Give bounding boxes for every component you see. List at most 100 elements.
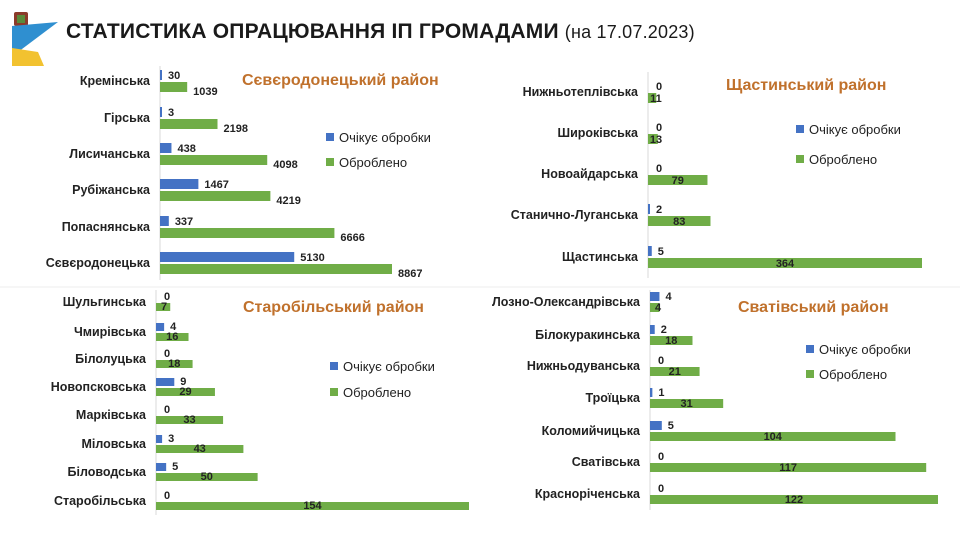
category-label: Коломийчицька — [542, 424, 641, 438]
bar-processed — [650, 432, 896, 441]
value-label-pending: 0 — [164, 404, 170, 416]
bar-processed — [648, 216, 711, 226]
district-title: Сєвєродонецький район — [242, 72, 439, 89]
value-label-processed: 4 — [655, 302, 662, 314]
category-label: Марківська — [76, 408, 147, 422]
legend-swatch — [806, 370, 814, 378]
bar-pending — [648, 246, 652, 256]
value-label-processed: 43 — [194, 443, 206, 455]
value-label-processed: 83 — [673, 216, 685, 228]
bar-pending — [160, 216, 169, 226]
bar-pending — [160, 143, 172, 153]
bar-processed — [648, 258, 922, 268]
value-label-processed: 16 — [166, 331, 178, 343]
category-label: Лисичанська — [69, 147, 151, 161]
value-label-processed: 122 — [785, 494, 803, 506]
category-label: Красноріченська — [535, 487, 641, 501]
district-title: Щастинський район — [726, 77, 886, 94]
bar-processed — [650, 463, 927, 472]
bar-processed — [156, 473, 258, 481]
bar-pending — [156, 435, 163, 443]
legend-label: Оброблено — [339, 155, 407, 170]
value-label-processed: 4098 — [273, 159, 297, 171]
legend-label: Очікує обробки — [819, 342, 911, 357]
value-label-pending: 4 — [170, 321, 177, 333]
value-label-pending: 0 — [164, 348, 170, 360]
legend-label: Очікує обробки — [809, 122, 901, 137]
value-label-processed: 117 — [779, 462, 797, 474]
legend-swatch — [326, 133, 334, 141]
legend-swatch — [326, 158, 334, 166]
bar-processed — [156, 360, 193, 368]
legend-label: Оброблено — [819, 367, 887, 382]
value-label-processed: 4219 — [276, 195, 300, 207]
bar-processed — [160, 228, 335, 238]
legend-swatch — [330, 362, 338, 370]
value-label-pending: 0 — [656, 122, 662, 134]
category-label: Троїцька — [585, 391, 641, 405]
category-label: Сватівська — [572, 455, 641, 469]
bar-pending — [156, 463, 167, 471]
value-label-processed: 18 — [665, 335, 677, 347]
value-label-pending: 0 — [658, 355, 664, 367]
value-label-processed: 21 — [669, 366, 681, 378]
title-date: (на 17.07.2023) — [564, 22, 695, 42]
category-label: Біловодська — [68, 465, 148, 479]
bar-processed — [648, 93, 657, 103]
value-label-pending: 2 — [656, 204, 662, 216]
value-label-processed: 364 — [776, 258, 795, 270]
category-label: Новоайдарська — [541, 167, 639, 181]
bar-processed — [650, 336, 693, 345]
category-label: Білолуцька — [75, 352, 147, 366]
bar-processed — [156, 502, 469, 510]
legend-swatch — [796, 155, 804, 163]
value-label-processed: 104 — [764, 431, 783, 443]
bar-pending — [156, 323, 165, 331]
value-label-pending: 0 — [656, 163, 662, 175]
bar-pending — [160, 107, 162, 117]
legend-label: Оброблено — [809, 152, 877, 167]
value-label-pending: 3 — [168, 107, 174, 119]
category-label: Широківська — [558, 126, 640, 140]
value-label-processed: 2198 — [224, 123, 248, 135]
value-label-processed: 79 — [672, 175, 684, 187]
legend-swatch — [806, 345, 814, 353]
value-label-processed: 13 — [650, 134, 662, 146]
district-title: Старобільський район — [243, 299, 424, 316]
bar-pending — [160, 252, 295, 262]
bar-pending — [160, 179, 199, 189]
value-label-processed: 29 — [179, 386, 191, 398]
value-label-pending: 5130 — [300, 252, 324, 264]
value-label-pending: 0 — [656, 81, 662, 93]
category-label: Старобільська — [54, 494, 147, 508]
bar-processed — [650, 367, 700, 376]
category-label: Лозно-Олександрівська — [492, 295, 641, 309]
category-label: Гірська — [104, 111, 151, 125]
value-label-pending: 30 — [168, 70, 180, 82]
value-label-processed: 50 — [201, 471, 213, 483]
value-label-pending: 5 — [172, 461, 178, 473]
bar-processed — [156, 416, 224, 424]
value-label-pending: 1467 — [204, 179, 228, 191]
value-label-pending: 4 — [665, 291, 672, 303]
value-label-pending: 9 — [180, 376, 186, 388]
bar-processed — [648, 134, 658, 144]
bar-pending — [650, 292, 660, 301]
bar-processed — [160, 155, 268, 165]
category-label: Новопсковська — [51, 380, 147, 394]
value-label-pending: 438 — [177, 143, 195, 155]
value-label-pending: 2 — [661, 324, 667, 336]
bar-pending — [650, 388, 653, 397]
bar-processed — [156, 303, 171, 311]
value-label-pending: 1 — [658, 387, 664, 399]
category-label: Білокуракинська — [535, 328, 641, 342]
value-label-pending: 0 — [164, 490, 170, 502]
value-label-processed: 11 — [650, 93, 662, 105]
value-label-processed: 7 — [161, 301, 167, 313]
category-label: Кремінська — [80, 74, 151, 88]
bar-processed — [160, 119, 218, 129]
bar-pending — [156, 378, 175, 386]
category-label: Станично-Луганська — [511, 208, 639, 222]
value-label-pending: 5 — [658, 246, 664, 258]
